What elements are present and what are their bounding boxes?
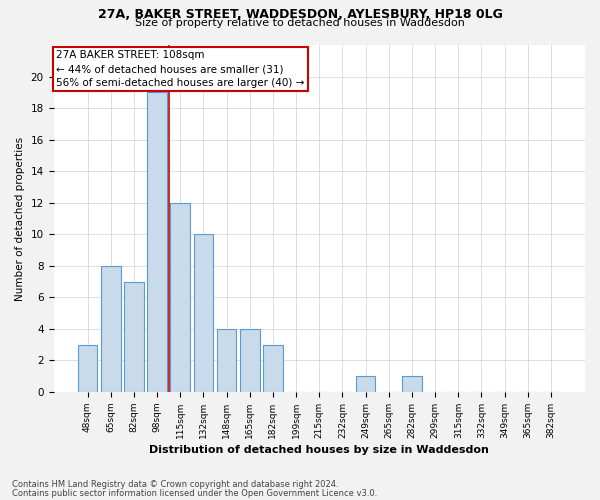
Bar — [147, 92, 167, 392]
Y-axis label: Number of detached properties: Number of detached properties — [15, 136, 25, 300]
Bar — [240, 329, 260, 392]
Bar — [124, 282, 144, 392]
Bar — [402, 376, 422, 392]
Bar — [356, 376, 376, 392]
Bar — [77, 344, 97, 392]
Bar — [217, 329, 236, 392]
Text: 27A, BAKER STREET, WADDESDON, AYLESBURY, HP18 0LG: 27A, BAKER STREET, WADDESDON, AYLESBURY,… — [98, 8, 502, 20]
Text: Contains public sector information licensed under the Open Government Licence v3: Contains public sector information licen… — [12, 488, 377, 498]
Text: Contains HM Land Registry data © Crown copyright and database right 2024.: Contains HM Land Registry data © Crown c… — [12, 480, 338, 489]
Bar — [194, 234, 213, 392]
Bar — [170, 202, 190, 392]
X-axis label: Distribution of detached houses by size in Waddesdon: Distribution of detached houses by size … — [149, 445, 489, 455]
Text: Size of property relative to detached houses in Waddesdon: Size of property relative to detached ho… — [135, 18, 465, 28]
Text: 27A BAKER STREET: 108sqm
← 44% of detached houses are smaller (31)
56% of semi-d: 27A BAKER STREET: 108sqm ← 44% of detach… — [56, 50, 305, 88]
Bar — [263, 344, 283, 392]
Bar — [101, 266, 121, 392]
